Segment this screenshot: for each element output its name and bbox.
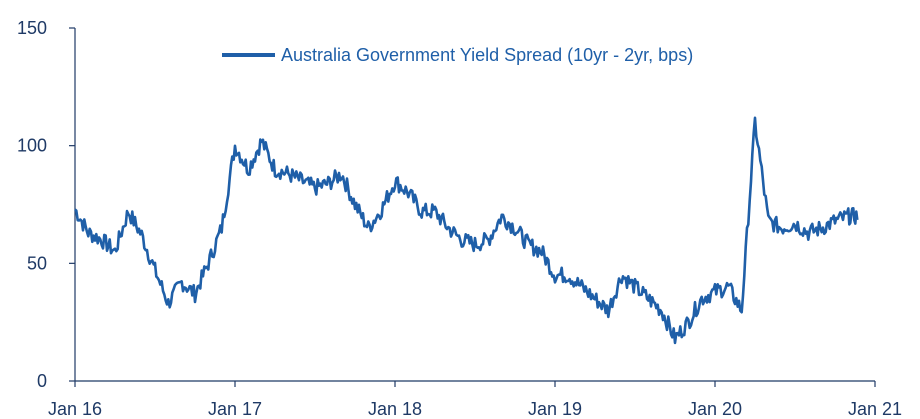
x-tick-label: Jan 16	[48, 399, 102, 419]
x-tick-label: Jan 19	[528, 399, 582, 419]
series-line-yield-spread	[75, 118, 857, 343]
x-tick-label: Jan 17	[208, 399, 262, 419]
y-tick-label: 0	[37, 371, 47, 391]
x-tick-label: Jan 18	[368, 399, 422, 419]
x-tick-label: Jan 20	[688, 399, 742, 419]
legend-label: Australia Government Yield Spread (10yr …	[281, 45, 693, 65]
x-tick-label: Jan 21	[848, 399, 902, 419]
series-group	[75, 118, 857, 343]
legend: Australia Government Yield Spread (10yr …	[222, 45, 693, 65]
y-tick-label: 100	[17, 136, 47, 156]
y-tick-label: 150	[17, 18, 47, 38]
axes	[69, 28, 875, 387]
y-tick-label: 50	[27, 253, 47, 273]
